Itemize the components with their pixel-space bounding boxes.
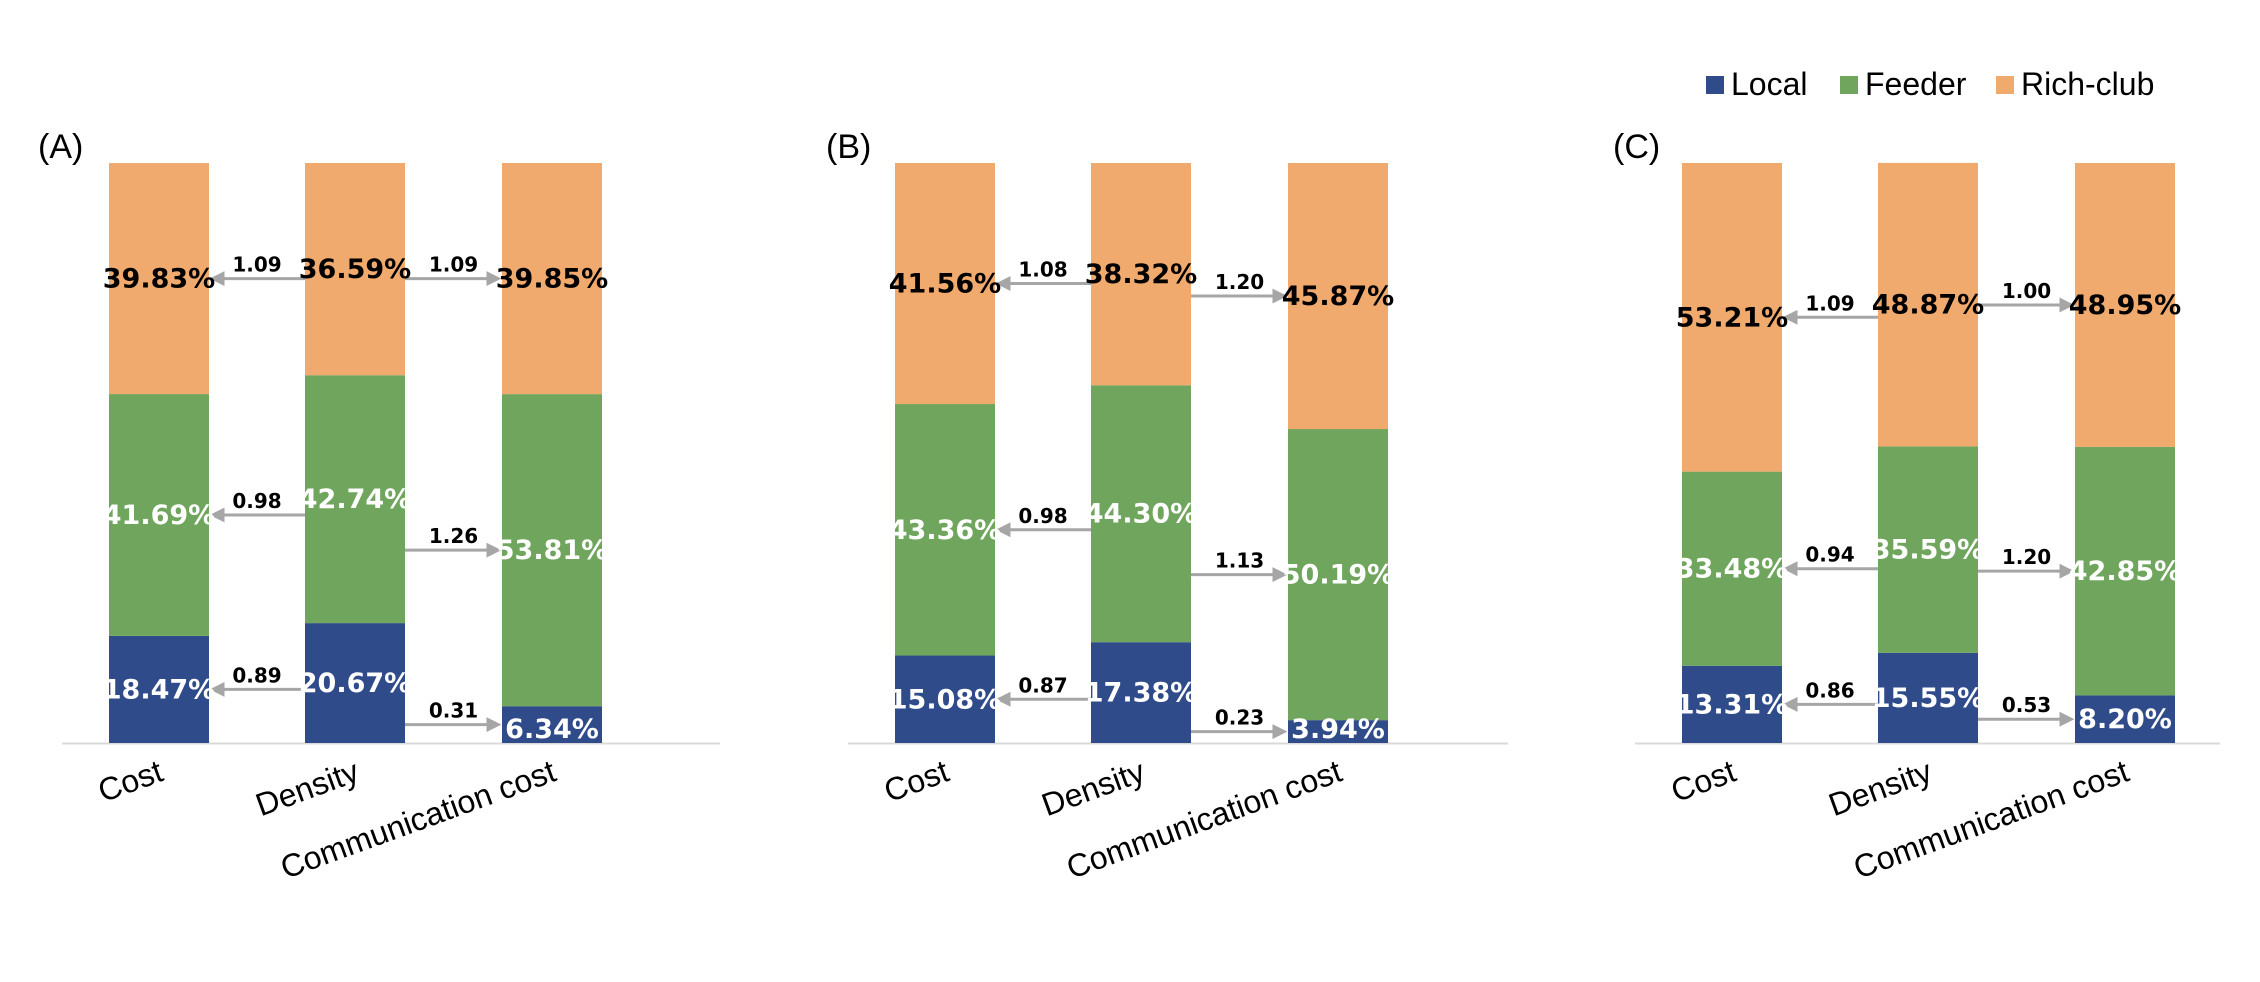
panel-c-value-communication-cost-rich-club: 48.95%	[2069, 290, 2181, 321]
panel-c-bar-communication-cost-feeder	[2075, 446, 2175, 696]
panel-c-value-communication-cost-feeder: 42.85%	[2069, 556, 2181, 587]
panel-b-bar-communication-cost-rich-club	[1288, 163, 1388, 430]
panel-b-bar-density-local	[1091, 642, 1191, 743]
panel-c-bar-cost-rich-club	[1682, 163, 1782, 472]
panel-c-ratio-left-rich-club: 1.09	[1805, 291, 1854, 315]
legend-swatch-local	[1706, 76, 1724, 94]
panel-a-value-density-local: 20.67%	[299, 668, 411, 699]
panel-a-value-density-rich-club: 36.59%	[299, 254, 411, 285]
panel-a-bar-communication-cost-feeder	[502, 394, 602, 707]
legend-label-rich-club: Rich-club	[2021, 66, 2154, 102]
bars-layer	[109, 162, 2175, 743]
panel-b-ratio-right-local: 0.23	[1215, 706, 1264, 730]
panel-c-ratio-right-local: 0.53	[2002, 693, 2051, 717]
panel-c-ratio-right-rich-club: 1.00	[2002, 279, 2051, 303]
panel-c-bar-communication-cost-rich-club	[2075, 163, 2175, 447]
legend-label-local: Local	[1731, 66, 1808, 102]
panel-b-tick-density: Density	[1037, 753, 1150, 823]
panel-b-value-communication-cost-local: 3.94%	[1291, 714, 1385, 745]
panel-a-ratio-left-feeder: 0.98	[232, 489, 281, 513]
panel-c-value-cost-feeder: 33.48%	[1676, 554, 1788, 585]
panel-a-bar-density-rich-club	[305, 163, 405, 376]
panel-a-value-density-feeder: 42.74%	[299, 484, 411, 515]
panel-a-bar-communication-cost-local	[502, 706, 602, 743]
panel-a-label: (A)	[38, 128, 83, 166]
panel-a-ratio-right-rich-club: 1.09	[429, 253, 478, 277]
panel-c-ratio-right-feeder: 1.20	[2002, 545, 2051, 569]
legend-label-feeder: Feeder	[1865, 66, 1967, 102]
panel-c-ratio-left-feeder: 0.94	[1805, 543, 1854, 567]
legend-item-local: Local	[1706, 66, 1808, 102]
panel-c-tick-density: Density	[1824, 753, 1937, 823]
panel-b-bar-communication-cost-local	[1288, 720, 1388, 743]
legend-swatch-feeder	[1840, 76, 1858, 94]
panel-b-value-cost-feeder: 43.36%	[889, 515, 1001, 546]
panel-c-bar-cost-local	[1682, 665, 1782, 743]
panel-a-value-cost-feeder: 41.69%	[103, 500, 215, 531]
panel-c-label: (C)	[1613, 128, 1660, 166]
legend-item-rich-club: Rich-club	[1996, 66, 2154, 102]
panel-a-value-cost-rich-club: 39.83%	[103, 264, 215, 295]
legend: Local Feeder Rich-club	[1706, 66, 2154, 102]
panel-a-value-communication-cost-local: 6.34%	[505, 714, 599, 745]
panel-a-ratio-right-feeder: 1.26	[429, 524, 478, 548]
panel-b-value-communication-cost-feeder: 50.19%	[1282, 560, 1394, 591]
panel-b-bar-cost-feeder	[895, 404, 995, 656]
panel-a-bar-communication-cost-rich-club	[502, 163, 602, 395]
panel-a-value-communication-cost-feeder: 53.81%	[496, 535, 608, 566]
panel-b-ratio-right-rich-club: 1.20	[1215, 270, 1264, 294]
panel-c-value-density-local: 15.55%	[1872, 683, 1984, 714]
panel-a-tick-density: Density	[251, 753, 364, 823]
panel-b-label: (B)	[826, 128, 871, 166]
panel-c-value-communication-cost-local: 8.20%	[2078, 704, 2172, 735]
panel-a-ratio-right-local: 0.31	[429, 699, 478, 723]
panel-a-value-cost-local: 18.47%	[103, 674, 215, 705]
panel-b-value-density-feeder: 44.30%	[1085, 499, 1197, 530]
panel-a-bar-cost-feeder	[109, 394, 209, 636]
panel-a-bar-density-feeder	[305, 375, 405, 624]
panel-a-bar-cost-rich-club	[109, 163, 209, 395]
panel-b-bar-cost-rich-club	[895, 163, 995, 405]
panel-a-tick-cost: Cost	[93, 753, 167, 809]
panel-b-value-communication-cost-rich-club: 45.87%	[1282, 281, 1394, 312]
panel-b-value-density-rich-club: 38.32%	[1085, 259, 1197, 290]
panel-c-value-density-feeder: 35.59%	[1872, 535, 1984, 566]
panel-c-value-cost-rich-club: 53.21%	[1676, 302, 1788, 333]
panel-b-ratio-left-rich-club: 1.08	[1018, 258, 1067, 282]
panel-b-ratio-left-local: 0.87	[1018, 673, 1067, 697]
panel-a-ratio-left-local: 0.89	[232, 663, 281, 687]
panel-c-bar-cost-feeder	[1682, 471, 1782, 666]
panel-c-bar-communication-cost-local	[2075, 695, 2175, 743]
panel-b-bar-density-feeder	[1091, 385, 1191, 643]
panel-b-bar-communication-cost-feeder	[1288, 429, 1388, 721]
panel-a-ratio-left-rich-club: 1.09	[232, 253, 281, 277]
legend-item-feeder: Feeder	[1840, 66, 1967, 102]
panel-c-bar-density-local	[1878, 652, 1978, 743]
panel-a-value-communication-cost-rich-club: 39.85%	[496, 264, 608, 295]
panel-b-value-cost-rich-club: 41.56%	[889, 269, 1001, 300]
panel-c-value-density-rich-club: 48.87%	[1872, 290, 1984, 321]
panel-a-bar-density-local	[305, 623, 405, 743]
panel-b-value-density-local: 17.38%	[1085, 678, 1197, 709]
panel-c-value-cost-local: 13.31%	[1676, 689, 1788, 720]
panel-b-bar-cost-local	[895, 655, 995, 743]
panel-c-bar-density-rich-club	[1878, 162, 1978, 447]
panel-b-ratio-left-feeder: 0.98	[1018, 504, 1067, 528]
arrows-layer	[209, 271, 2075, 740]
panel-b-value-cost-local: 15.08%	[889, 684, 1001, 715]
panel-b-ratio-right-feeder: 1.13	[1215, 549, 1264, 573]
panel-b-bar-density-rich-club	[1091, 163, 1191, 386]
panel-c-bar-density-feeder	[1878, 446, 1978, 653]
panel-b-tick-cost: Cost	[879, 753, 953, 809]
panel-c-tick-cost: Cost	[1666, 753, 1740, 809]
legend-swatch-rich-club	[1996, 76, 2014, 94]
panel-c-ratio-left-local: 0.86	[1805, 678, 1854, 702]
panel-a-bar-cost-local	[109, 635, 209, 743]
